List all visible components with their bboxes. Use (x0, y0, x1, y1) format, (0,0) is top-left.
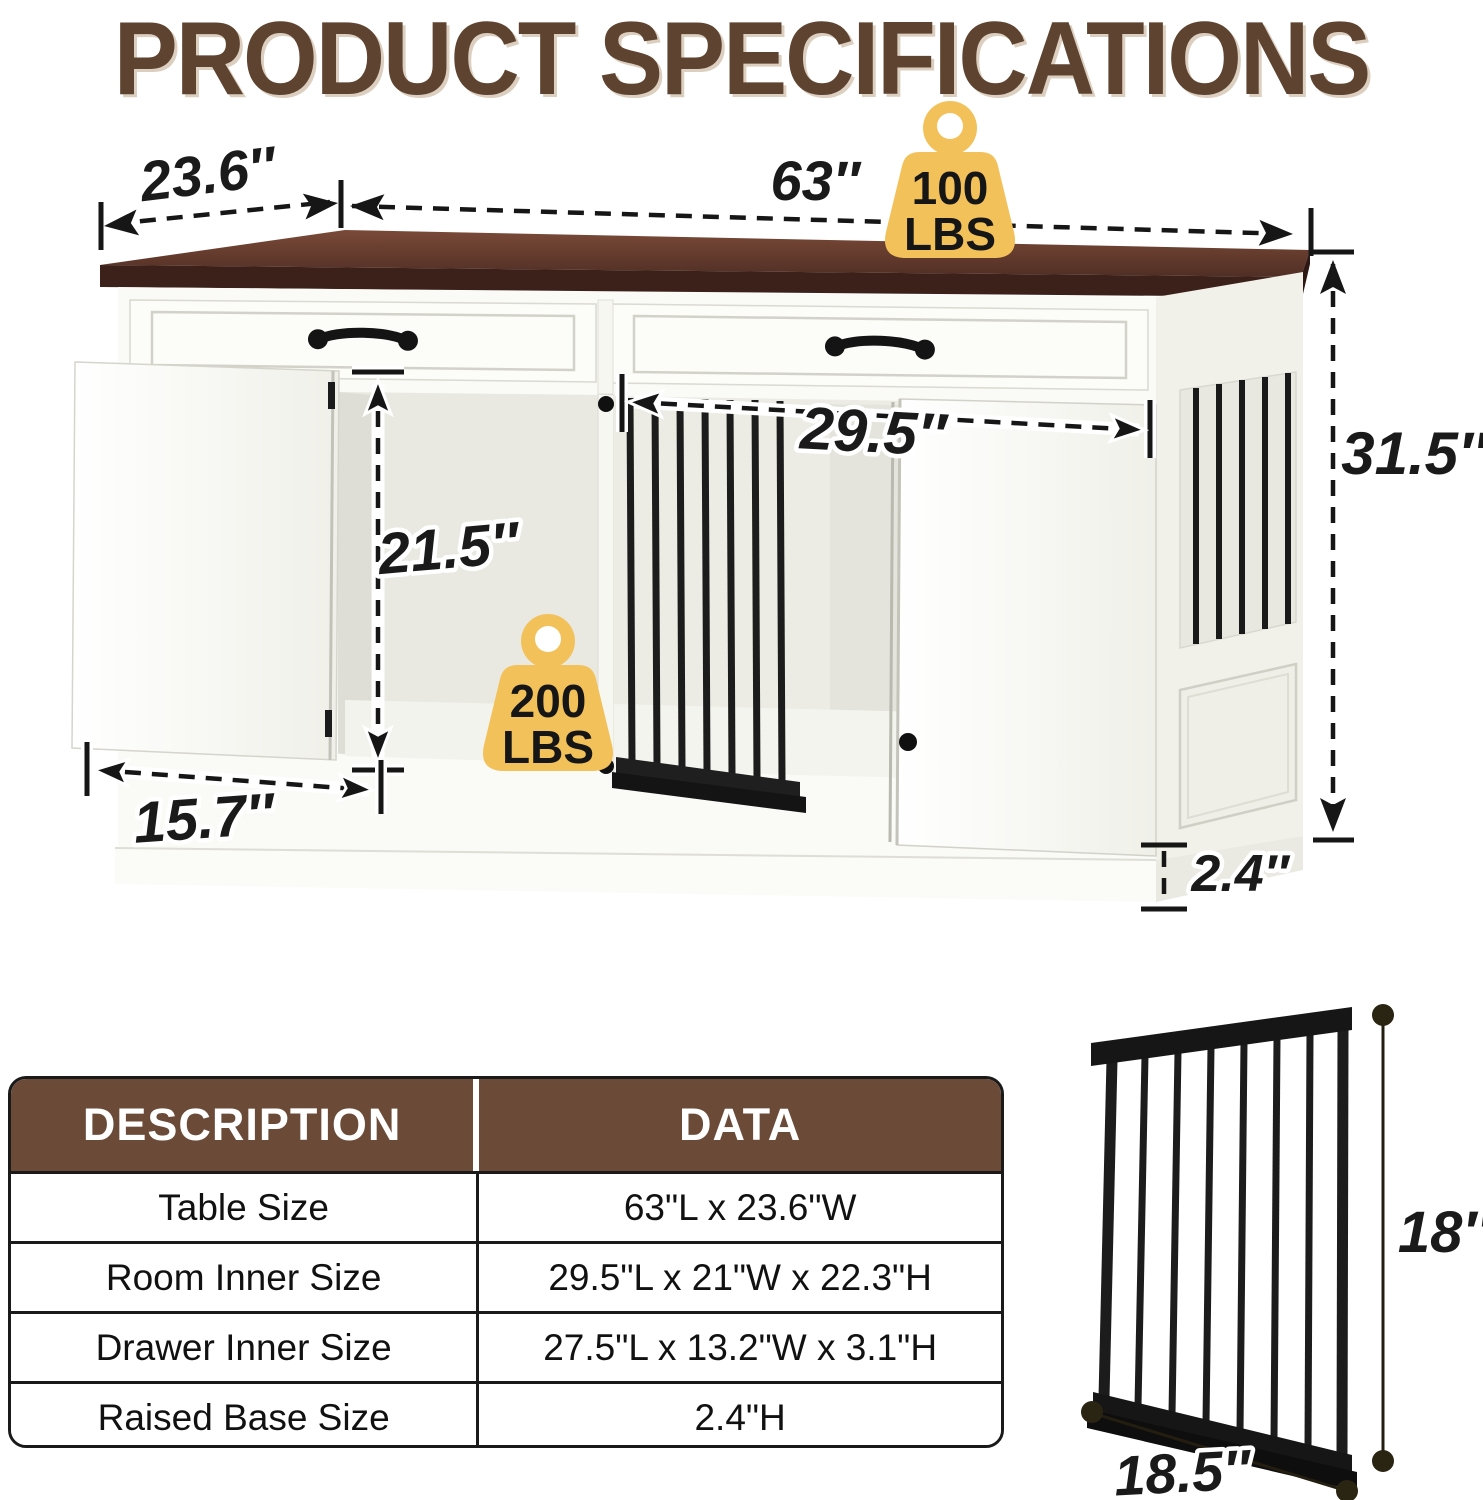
table-header-data: DATA (479, 1079, 1001, 1171)
side-recessed-panel (1178, 662, 1298, 830)
gate-top-rail (1091, 1007, 1352, 1066)
side-barred-window (1179, 371, 1297, 649)
dim-inner-height-label: 21.5″ (374, 510, 523, 587)
gate-bars (1098, 1028, 1349, 1456)
gate-height-label: 18″ (1398, 1200, 1483, 1265)
hinge (325, 710, 332, 737)
table-row-description: Raised Base Size (11, 1381, 480, 1445)
wood-tabletop (100, 230, 1310, 277)
dim-left-door-width-label: 15.7″ (131, 781, 278, 856)
weight-capacity-room-icon: 200 LBS (482, 614, 614, 773)
left-drawer (129, 299, 597, 383)
left-door-open (71, 361, 340, 761)
raised-base (114, 836, 1303, 902)
crate-door-open (888, 398, 1157, 857)
dim-overall-height-label: 31.5″ (1341, 420, 1483, 487)
page-title: PRODUCT SPECIFICATIONS (113, 1, 1372, 117)
door-knob (899, 733, 917, 751)
table-row-data: 29.5"L x 21"W x 22.3"H (479, 1241, 1001, 1311)
right-drawer (611, 303, 1149, 391)
dim-top-depth-label: 23.6″ (135, 134, 281, 213)
spec-table: DESCRIPTION DATA Table Size 63"L x 23.6"… (8, 1076, 1004, 1448)
drawer-handle (824, 335, 935, 360)
gate-width-label: 18.5″ (1113, 1437, 1254, 1500)
top-weight-value: 100 (912, 162, 989, 214)
top-weight-unit: LBS (904, 208, 996, 260)
dim-room-length-label: 29.5″ (798, 394, 950, 469)
hinge (328, 382, 335, 409)
table-row-description: Drawer Inner Size (11, 1311, 480, 1381)
dimension-lines (81, 180, 1354, 912)
table-row-data: 27.5"L x 13.2"W x 3.1"H (479, 1311, 1001, 1381)
weight-capacity-top-icon: 100 LBS (884, 101, 1016, 260)
hinge-knob (598, 396, 614, 412)
dim-base-height-label: 2.4″ (1190, 845, 1290, 903)
gate-illustration: 18″ 18.5″ (1081, 1004, 1483, 1500)
table-row-description: Room Inner Size (11, 1241, 480, 1311)
drawer-handle (307, 327, 418, 351)
table-row-description: Table Size (11, 1171, 480, 1241)
table-row-data: 2.4"H (479, 1381, 1001, 1445)
table-header-description: DESCRIPTION (11, 1079, 480, 1171)
crate-divider-bars (626, 397, 786, 782)
table-row-data: 63"L x 23.6"W (479, 1171, 1001, 1241)
room-weight-unit: LBS (502, 721, 594, 773)
gate-bottom-rail (1093, 1392, 1352, 1476)
room-weight-value: 200 (510, 675, 587, 727)
dim-top-length-label: 63″ (770, 149, 861, 212)
